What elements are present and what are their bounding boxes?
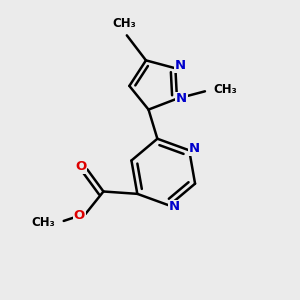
Text: N: N [169,200,180,213]
Text: CH₃: CH₃ [31,216,55,229]
Text: N: N [176,92,187,105]
Text: O: O [74,208,85,221]
Text: CH₃: CH₃ [112,17,136,30]
Text: CH₃: CH₃ [214,83,238,96]
Text: O: O [75,160,86,173]
Text: N: N [175,59,186,72]
Text: N: N [189,142,200,155]
